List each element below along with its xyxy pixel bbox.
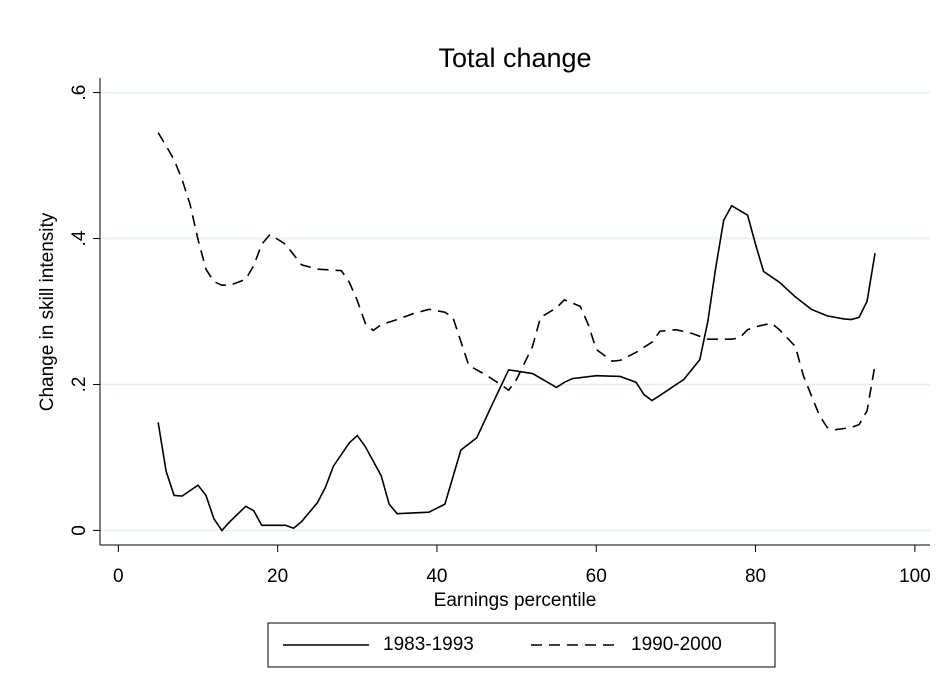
x-tick-label: 0: [113, 566, 124, 587]
x-tick-label: 80: [745, 566, 766, 587]
x-tick-label: 60: [586, 566, 607, 587]
line-series: [157, 132, 876, 431]
y-tick-label: .2: [69, 377, 90, 393]
y-tick-label: .6: [69, 85, 90, 101]
legend-label: 1983-1993: [383, 634, 474, 655]
x-tick-label: 40: [426, 566, 447, 587]
y-tick-label: 0: [69, 525, 90, 536]
chart-title: Total change: [438, 43, 591, 73]
x-axis-label: Earnings percentile: [434, 590, 597, 611]
y-tick-label: .4: [69, 230, 90, 246]
legend-label: 1990-2000: [631, 634, 722, 655]
y-axis-label: Change in skill intensity: [37, 212, 58, 411]
x-tick-label: 100: [899, 566, 931, 587]
x-tick-label: 20: [267, 566, 288, 587]
line-series: [157, 204, 876, 532]
